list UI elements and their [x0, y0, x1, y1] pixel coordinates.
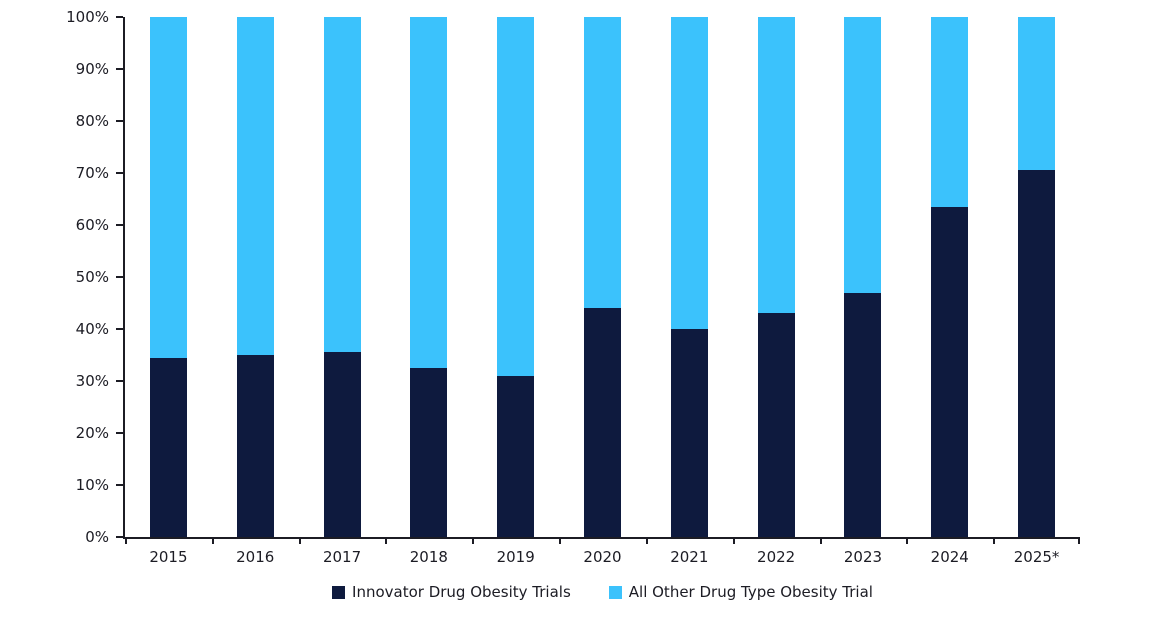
bar-segment-innovator-2015 [149, 357, 187, 537]
x-tick-mark-1 [211, 539, 214, 544]
y-axis-label-50%: 50% [75, 268, 109, 286]
x-axis-label-2022: 2022 [757, 548, 796, 566]
x-axis-label-2024: 2024 [930, 548, 969, 566]
y-axis-label-70%: 70% [75, 164, 109, 182]
y-axis-label-90%: 90% [75, 60, 109, 78]
y-tick-mark-60% [116, 224, 123, 226]
x-tick-mark-4 [472, 539, 475, 544]
y-tick-mark-70% [116, 172, 123, 174]
legend-label-all-other: All Other Drug Type Obesity Trial [628, 583, 873, 601]
x-tick-mark-6 [645, 539, 648, 544]
bar-segment-all-other-2020 [584, 17, 621, 309]
y-axis-label-80%: 80% [75, 112, 109, 130]
legend: Innovator Drug Obesity Trials All Other … [125, 583, 1080, 601]
bar-segment-innovator-2017 [323, 352, 361, 537]
y-tick-mark-40% [116, 328, 123, 330]
bar-segment-innovator-2022 [757, 313, 795, 537]
x-tick-mark-3 [385, 539, 388, 544]
x-tick-mark-0 [125, 539, 127, 544]
x-axis-line [123, 537, 1080, 539]
y-axis-label-10%: 10% [75, 476, 109, 494]
legend-swatch-innovator [332, 585, 346, 599]
bar-segment-all-other-2022 [757, 17, 795, 314]
bar-segment-innovator-2020 [584, 308, 621, 537]
x-axis-label-2015: 2015 [149, 548, 188, 566]
y-axis-label-0%: 0% [85, 528, 109, 546]
bar-segment-all-other-2017 [323, 17, 361, 353]
x-tick-mark-8 [819, 539, 822, 544]
y-axis-label-30%: 30% [75, 372, 109, 390]
x-axis-label-2017: 2017 [322, 548, 362, 566]
bar-segment-all-other-2019 [497, 17, 535, 376]
x-axis-label-2020: 2020 [583, 548, 622, 566]
y-axis-label-100%: 100% [66, 8, 109, 26]
x-axis-label-2019: 2019 [496, 548, 535, 566]
y-tick-mark-0% [116, 536, 123, 538]
y-axis-label-20%: 20% [75, 424, 109, 442]
bar-segment-innovator-2021 [670, 329, 708, 537]
x-axis-label-2025*: 2025* [1013, 548, 1060, 566]
x-axis-label-2021: 2021 [670, 548, 709, 566]
legend-swatch-all-other [608, 585, 622, 599]
bar-segment-innovator-2024 [931, 206, 969, 537]
y-tick-mark-100% [116, 16, 123, 18]
y-tick-mark-90% [116, 68, 123, 70]
x-tick-mark-5 [559, 539, 562, 544]
legend-item-innovator: Innovator Drug Obesity Trials [332, 583, 571, 601]
bar-segment-all-other-2023 [844, 17, 882, 293]
y-tick-mark-50% [116, 276, 123, 278]
y-tick-mark-20% [116, 432, 123, 434]
bar-segment-all-other-2024 [931, 17, 969, 207]
x-tick-mark-10 [993, 539, 996, 544]
bar-segment-all-other-2021 [670, 17, 708, 329]
y-axis-label-40%: 40% [75, 320, 109, 338]
y-tick-mark-80% [116, 120, 123, 122]
x-tick-mark-9 [906, 539, 909, 544]
x-axis-label-2018: 2018 [409, 548, 448, 566]
x-tick-mark-7 [732, 539, 735, 544]
plot-area: 0% 10% 20% 30% 40% 50% 60% 70% 80% 90% 100% 2015 201… [66, 8, 1080, 566]
bar-segment-innovator-2018 [410, 368, 448, 537]
bar-segment-all-other-2015 [149, 17, 187, 358]
x-axis-label-2016: 2016 [236, 548, 275, 566]
y-axis-label-60%: 60% [75, 216, 109, 234]
legend-label-innovator: Innovator Drug Obesity Trials [352, 583, 571, 601]
bar-segment-innovator-2016 [236, 355, 274, 537]
bar-segment-all-other-2025* [1018, 17, 1056, 171]
x-axis-label-2023: 2023 [843, 548, 883, 566]
bar-segment-innovator-2023 [844, 292, 882, 537]
y-tick-mark-30% [116, 380, 123, 382]
legend-item-all-other: All Other Drug Type Obesity Trial [608, 583, 873, 601]
x-tick-mark-11 [1078, 539, 1080, 544]
x-tick-mark-2 [298, 539, 301, 544]
bar-segment-innovator-2025* [1018, 170, 1056, 537]
bar-segment-all-other-2018 [410, 17, 448, 368]
y-tick-mark-10% [116, 484, 123, 486]
bar-segment-innovator-2019 [497, 375, 535, 537]
bar-segment-all-other-2016 [236, 17, 274, 355]
y-axis-line [123, 17, 125, 539]
